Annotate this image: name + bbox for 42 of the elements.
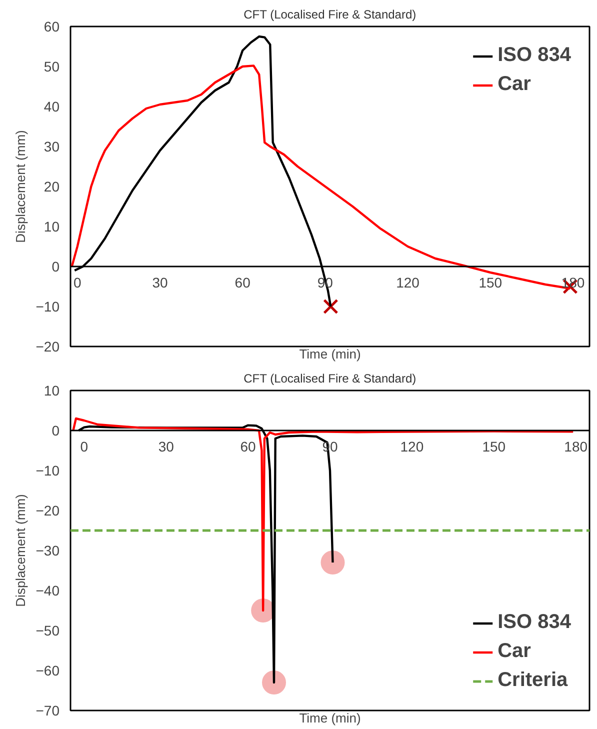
x-tick-label: 30 bbox=[152, 274, 168, 290]
y-tick-label: 30 bbox=[44, 138, 60, 154]
y-tick-label: −30 bbox=[36, 542, 60, 558]
y-tick-label: −20 bbox=[36, 502, 60, 518]
x-tick-label: 120 bbox=[396, 274, 420, 290]
x-tick-label: 60 bbox=[234, 274, 251, 290]
x-tick-label: 120 bbox=[400, 438, 424, 454]
x-axis-title: Time (min) bbox=[299, 346, 361, 362]
legend-label: Car bbox=[498, 73, 531, 96]
y-tick-label: 10 bbox=[44, 218, 60, 234]
y-tick-label: −60 bbox=[36, 662, 60, 678]
y-tick-label: 10 bbox=[44, 382, 60, 398]
x-axis-title: Time (min) bbox=[299, 710, 361, 726]
x-tick-label: 150 bbox=[482, 438, 506, 454]
x-tick-label: 0 bbox=[80, 438, 88, 454]
legend-label: Car bbox=[498, 640, 531, 663]
point bbox=[262, 670, 286, 694]
y-tick-label: 60 bbox=[44, 18, 60, 34]
y-tick-label: 0 bbox=[52, 422, 60, 438]
legend-label: ISO 834 bbox=[498, 44, 571, 67]
y-tick-label: 0 bbox=[52, 258, 60, 274]
y-tick-label: 50 bbox=[44, 58, 60, 74]
y-tick-label: 20 bbox=[44, 178, 60, 194]
legend-label: Criteria bbox=[498, 669, 568, 692]
y-tick-label: −40 bbox=[36, 582, 60, 598]
legend-label: ISO 834 bbox=[498, 611, 571, 634]
point bbox=[320, 550, 345, 574]
chart-title: CFT (Localised Fire & Standard) bbox=[244, 8, 416, 22]
y-axis-title: Displacement (mm) bbox=[12, 130, 28, 243]
x-tick-label: 150 bbox=[478, 274, 502, 290]
x-tick-label: 180 bbox=[564, 438, 588, 454]
x-tick-label: 60 bbox=[240, 438, 256, 454]
y-tick-label: −10 bbox=[36, 298, 60, 314]
y-axis-title: Displacement (mm) bbox=[12, 494, 28, 607]
y-tick-label: −70 bbox=[36, 702, 60, 718]
y-tick-label: −10 bbox=[36, 462, 60, 478]
y-tick-label: 40 bbox=[44, 98, 60, 114]
y-tick-label: −50 bbox=[36, 622, 60, 638]
y-tick-label: −20 bbox=[36, 338, 60, 354]
chart-title: CFT (Localised Fire & Standard) bbox=[244, 372, 416, 386]
x-tick-label: 30 bbox=[158, 438, 174, 454]
x-tick-label: 0 bbox=[73, 274, 82, 290]
